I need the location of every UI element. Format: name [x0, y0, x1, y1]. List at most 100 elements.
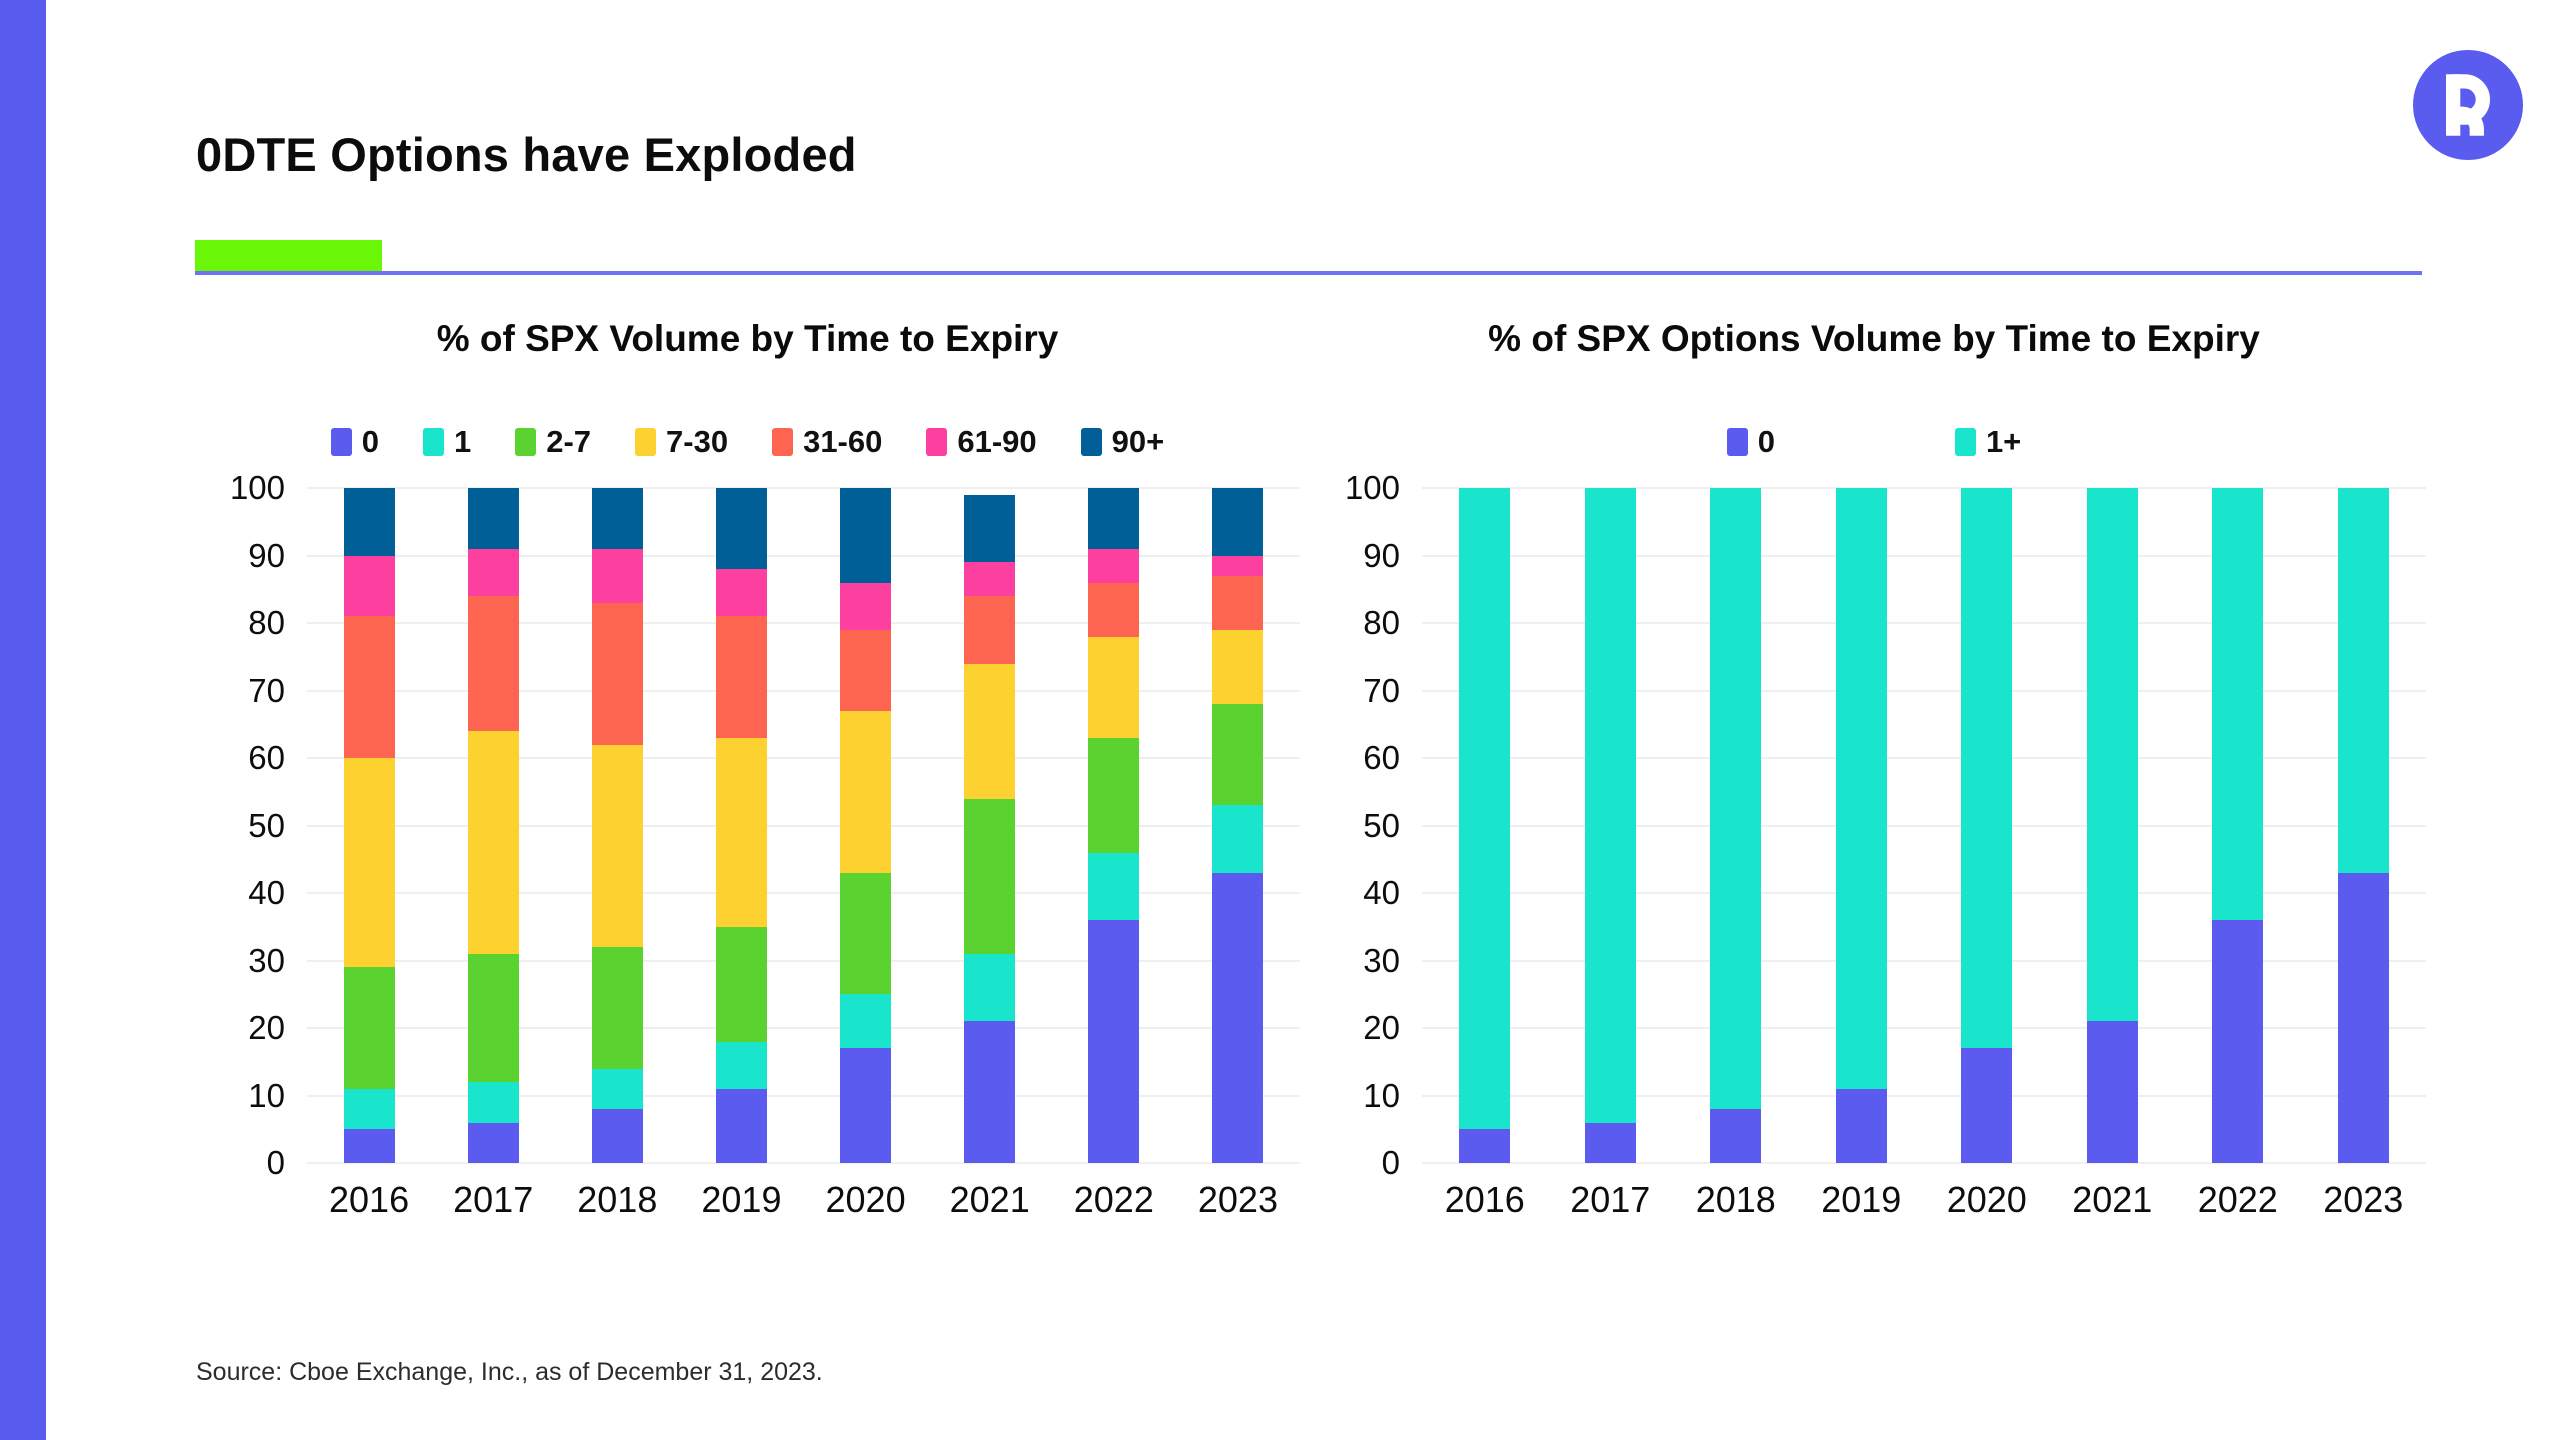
bar-cell [804, 488, 928, 1163]
y-tick-label: 20 [1363, 1009, 1400, 1046]
legend-swatch [1080, 428, 1102, 456]
gridline [307, 554, 1300, 557]
bar-segment-0 [2086, 1021, 2138, 1163]
bar-segment-90+ [467, 488, 519, 549]
bar-segment-1+ [1835, 488, 1887, 1089]
x-axis-label: 2017 [453, 1179, 534, 1220]
legend-swatch [926, 428, 948, 456]
stacked-bar [467, 488, 519, 1163]
bar-segment-2-7 [343, 967, 395, 1089]
y-tick-label: 80 [248, 604, 285, 641]
plot-area: 2016 2017 2018 2019 2020 2021 2022 2023 [1422, 487, 2426, 1220]
stacked-bar [840, 488, 892, 1163]
y-tick-label: 30 [1363, 941, 1400, 979]
x-axis-label: 2019 [701, 1179, 782, 1220]
stacked-bar [2337, 488, 2389, 1163]
legend-item: 61-90 [926, 424, 1037, 460]
stacked-bar [1459, 488, 1511, 1163]
x-axis-label: 2017 [1570, 1179, 1651, 1220]
chart-spx-volume: % of SPX Volume by Time to Expiry 0 1 2-7 7… [195, 318, 1300, 1220]
x-axis-label: 2020 [1946, 1179, 2027, 1220]
legend-item: 0 [1726, 424, 1775, 460]
bar-segment-90+ [964, 494, 1016, 563]
bar-segment-1 [964, 953, 1016, 1022]
bar-segment-1 [1212, 805, 1264, 873]
bar-segment-2-7 [840, 872, 892, 995]
bar-segment-61-90 [715, 569, 767, 617]
y-axis: 0 10 20 30 40 50 60 70 80 90 100 [1322, 469, 1422, 1181]
bar-segment-1 [715, 1041, 767, 1089]
bar-segment-90+ [715, 488, 767, 569]
bars-row [307, 488, 1300, 1163]
bar-segment-31-60 [964, 596, 1016, 664]
bar-segment-2-7 [591, 947, 643, 1069]
y-tick-label: 70 [248, 671, 285, 709]
plot-row: 0 10 20 30 40 50 60 70 80 90 100 2016 2017 2018 2019 2… [1322, 469, 2426, 1220]
bar-segment-90+ [1088, 488, 1140, 549]
bar-segment-61-90 [343, 555, 395, 617]
bar-segment-1 [1088, 852, 1140, 920]
gridline [1422, 689, 2426, 692]
bar-segment-0 [1212, 872, 1264, 1163]
bar-segment-1+ [1710, 488, 1762, 1109]
legend-item: 7-30 [635, 424, 728, 460]
gridline [307, 892, 1300, 894]
source-note: Source: Cboe Exchange, Inc., as of Decem… [196, 1358, 823, 1386]
y-tick-label: 60 [1363, 739, 1400, 776]
gridline [307, 622, 1300, 624]
chart-title: % of SPX Options Volume by Time to Expir… [1488, 318, 2260, 359]
gridline [307, 959, 1300, 962]
legend-item: 1+ [1954, 424, 2021, 460]
bar-segment-7-30 [715, 737, 767, 927]
legend-label: 0 [361, 424, 379, 459]
x-axis-label: 2021 [949, 1179, 1030, 1220]
bar-segment-0 [840, 1048, 892, 1163]
gridline [307, 1027, 1300, 1029]
gridline [1422, 959, 2426, 962]
bar-segment-61-90 [591, 548, 643, 603]
y-axis: 0 10 20 30 40 50 60 70 80 90 100 [195, 469, 307, 1181]
bar-segment-1 [591, 1068, 643, 1109]
bar-segment-90+ [591, 488, 643, 549]
bar-segment-0 [591, 1109, 643, 1163]
bar-segment-0 [1835, 1088, 1887, 1163]
bar-segment-31-60 [1088, 582, 1140, 637]
bar-segment-2-7 [1088, 737, 1140, 853]
bars-row [1422, 488, 2426, 1163]
bar-cell [555, 488, 679, 1163]
y-tick-label: 50 [1363, 806, 1400, 844]
bar-segment-1 [343, 1088, 395, 1130]
bar-cell [1422, 488, 1548, 1163]
bar-segment-31-60 [343, 616, 395, 758]
y-tick-label: 10 [248, 1076, 285, 1114]
y-tick-label: 90 [248, 536, 285, 574]
legend-swatch [772, 428, 794, 456]
bar-segment-31-60 [1212, 575, 1264, 630]
bar-segment-0 [1088, 920, 1140, 1163]
y-tick-label: 20 [248, 1009, 285, 1046]
chart-legend: 0 1 2-7 7-30 31-60 61-90 90+ [195, 422, 1300, 462]
legend-label: 2-7 [546, 424, 592, 459]
legend-item: 31-60 [772, 424, 882, 460]
stacked-bar [715, 488, 767, 1163]
bar-cell [431, 488, 555, 1163]
stacked-bar [343, 488, 395, 1163]
bar-segment-0 [467, 1122, 519, 1163]
green-accent-bar [195, 240, 382, 271]
y-tick-label: 100 [1344, 469, 1400, 506]
y-tick-label: 90 [1363, 536, 1400, 574]
gridline [307, 1162, 1300, 1164]
stacked-bar [1088, 488, 1140, 1163]
bar-segment-7-30 [840, 710, 892, 873]
legend-item: 2-7 [515, 424, 591, 460]
bar-segment-0 [1459, 1129, 1511, 1163]
gridline [307, 1094, 1300, 1097]
y-tick-label: 40 [1363, 874, 1400, 911]
bar-segment-2-7 [1212, 704, 1264, 806]
plot-area: 2016 2017 2018 2019 2020 2021 2022 2023 [307, 487, 1300, 1220]
stacked-bar [1584, 488, 1636, 1163]
legend-label: 0 [1757, 424, 1775, 459]
legend-swatch [330, 428, 352, 456]
bar-segment-1+ [2212, 488, 2264, 920]
gridline [307, 757, 1300, 759]
